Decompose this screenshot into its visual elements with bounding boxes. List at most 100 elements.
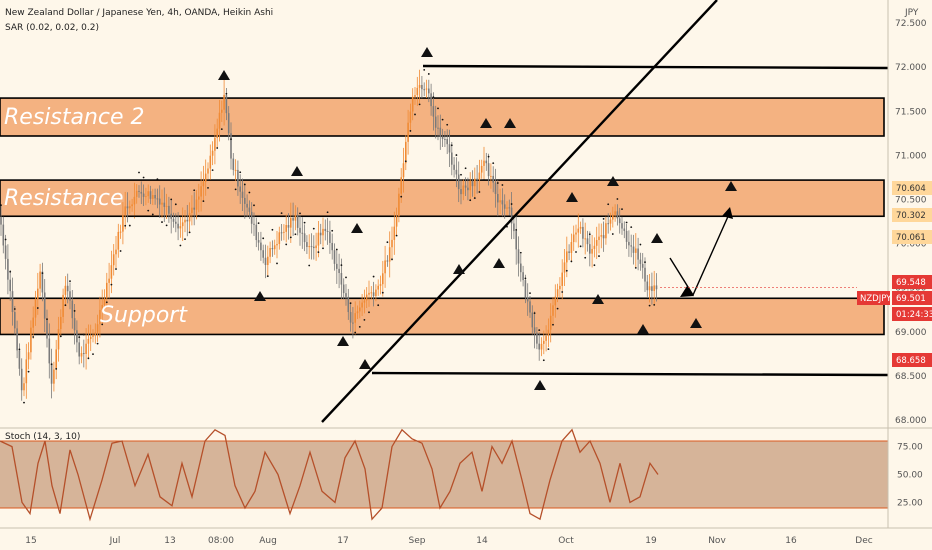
candle — [0, 205, 2, 236]
candle — [43, 279, 46, 333]
candle — [625, 223, 628, 249]
candle — [30, 320, 32, 360]
sar-dot — [335, 248, 338, 251]
candle — [264, 244, 267, 279]
candle — [609, 212, 612, 231]
candle — [221, 100, 223, 122]
stoch-label: Stoch (14, 3, 10) — [5, 432, 80, 442]
candle — [589, 231, 591, 267]
sar-dot — [473, 197, 476, 199]
candle — [538, 332, 540, 361]
sar-dot — [414, 113, 416, 116]
y-tick-label: 71.000 — [895, 151, 927, 161]
candle — [257, 232, 260, 251]
candle — [108, 262, 110, 299]
candle — [204, 159, 207, 196]
candle — [485, 152, 488, 171]
indicator-label: SAR (0.02, 0.02, 0.2) — [5, 23, 99, 33]
candle — [101, 289, 103, 326]
candle — [503, 194, 506, 219]
candle — [25, 343, 28, 399]
x-tick-label: Nov — [708, 536, 726, 546]
x-tick-label: 08:00 — [208, 536, 234, 546]
candle — [359, 300, 361, 319]
sar-dot — [41, 272, 44, 274]
sar-dot — [243, 183, 246, 186]
candle — [639, 252, 642, 271]
sar-dot — [326, 211, 329, 214]
candle — [285, 214, 287, 243]
candle — [467, 177, 469, 201]
candle — [188, 202, 191, 232]
candle — [600, 223, 603, 249]
candle — [510, 191, 513, 240]
candle — [214, 124, 216, 165]
triangle-marker — [725, 181, 737, 191]
candle — [618, 207, 621, 234]
candle — [145, 187, 147, 206]
candle — [531, 305, 534, 335]
sar-dot — [455, 154, 458, 156]
sar-dot — [634, 267, 637, 269]
candle — [209, 144, 212, 180]
sar-dot — [32, 336, 35, 338]
candle — [563, 248, 566, 287]
sar-dot — [289, 236, 292, 239]
svg-text:70.604: 70.604 — [896, 184, 926, 194]
candle — [411, 88, 414, 121]
candle — [526, 283, 529, 316]
candle — [568, 244, 570, 261]
sar-dot — [285, 243, 288, 246]
candle — [349, 303, 352, 332]
sar-dot — [257, 222, 260, 225]
sar-dot — [101, 323, 104, 326]
zone-resistance-2 — [0, 97, 885, 137]
candle — [365, 287, 368, 309]
sar-dot — [584, 256, 587, 259]
sar-dot — [170, 198, 173, 201]
triangle-marker — [566, 192, 578, 202]
candle — [168, 196, 170, 223]
sar-dot — [625, 221, 628, 224]
sar-dot — [133, 215, 136, 218]
candle — [501, 188, 504, 217]
candle — [393, 211, 396, 255]
candle — [271, 240, 274, 257]
candle — [540, 337, 543, 357]
y-tick-label: 72.000 — [895, 63, 927, 73]
symbol-tag: NZDJPY — [857, 291, 892, 305]
zone-label-resistance: Resistance — [4, 186, 124, 211]
candle — [329, 220, 331, 254]
candle — [441, 128, 444, 147]
candle — [593, 237, 596, 258]
candle — [131, 198, 133, 212]
sar-dot — [64, 304, 67, 307]
triangle-marker — [637, 324, 649, 334]
sar-dot — [165, 224, 168, 227]
candle — [584, 222, 586, 255]
candle — [508, 199, 511, 216]
sar-dot — [427, 73, 430, 75]
candle — [616, 204, 619, 226]
candle — [655, 273, 658, 302]
candle — [432, 92, 435, 131]
sar-dot — [616, 198, 619, 200]
candle — [186, 204, 189, 237]
candle — [446, 129, 448, 155]
x-tick-label: Dec — [855, 536, 872, 546]
projection-path — [669, 211, 731, 297]
candle — [283, 224, 285, 241]
candle — [50, 348, 53, 399]
sar-dot — [96, 342, 99, 345]
svg-text:NZDJPY: NZDJPY — [860, 294, 892, 304]
candle — [416, 76, 419, 106]
candle — [301, 217, 304, 249]
stoch-line — [0, 428, 659, 522]
candle — [591, 235, 593, 268]
candle — [14, 305, 16, 335]
sar-dot — [409, 130, 412, 132]
sar-dot — [271, 228, 274, 231]
x-tick-label: Oct — [558, 536, 574, 546]
candle — [310, 233, 313, 260]
